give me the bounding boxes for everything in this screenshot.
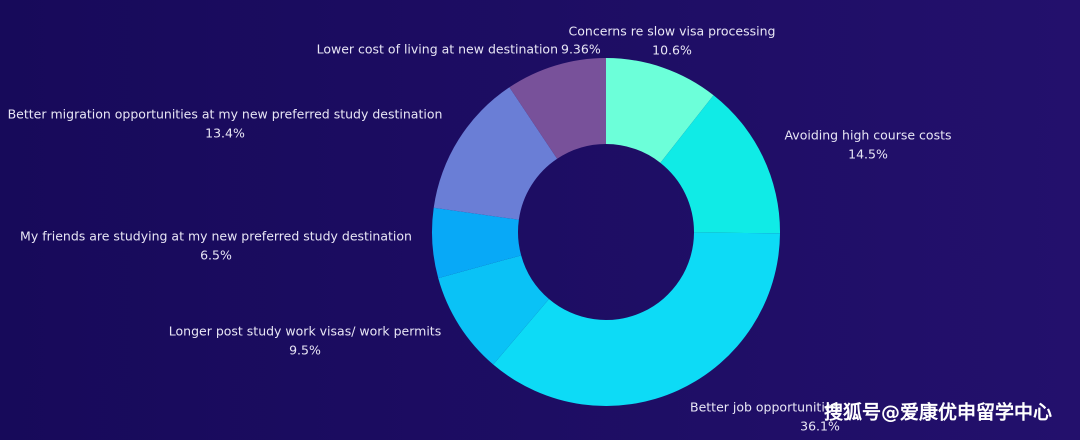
slice [660,95,781,234]
value-label: 36.1% [800,419,840,434]
slice-label: Concerns re slow visa processing [569,24,776,39]
slice-label: Longer post study work visas/ work permi… [169,324,441,339]
slice [433,87,558,220]
slice-label: Avoiding high course costs [784,128,951,143]
slice [438,255,549,365]
value-label: 9.36% [561,42,601,57]
slice [432,207,522,279]
value-label: 14.5% [848,147,888,162]
plot: Concerns re slow visa processing 10.6% Avo… [8,24,952,434]
slice-label: My friends are studying at my new prefer… [20,229,412,244]
slice [493,232,780,406]
value-label: 10.6% [652,43,692,58]
value-label: 6.5% [200,248,232,263]
value-label: 9.5% [289,343,321,358]
slice [509,58,606,159]
slice [606,58,714,163]
value-label: 13.4% [205,126,245,141]
slice-label: Better job opportunities [690,400,839,415]
slice-label: Lower cost of living at new destination [317,42,558,57]
slice-label: Better migration opportunities at my new… [8,107,443,122]
watermark: 搜狐号@爱康优申留学中心 [824,401,1052,424]
